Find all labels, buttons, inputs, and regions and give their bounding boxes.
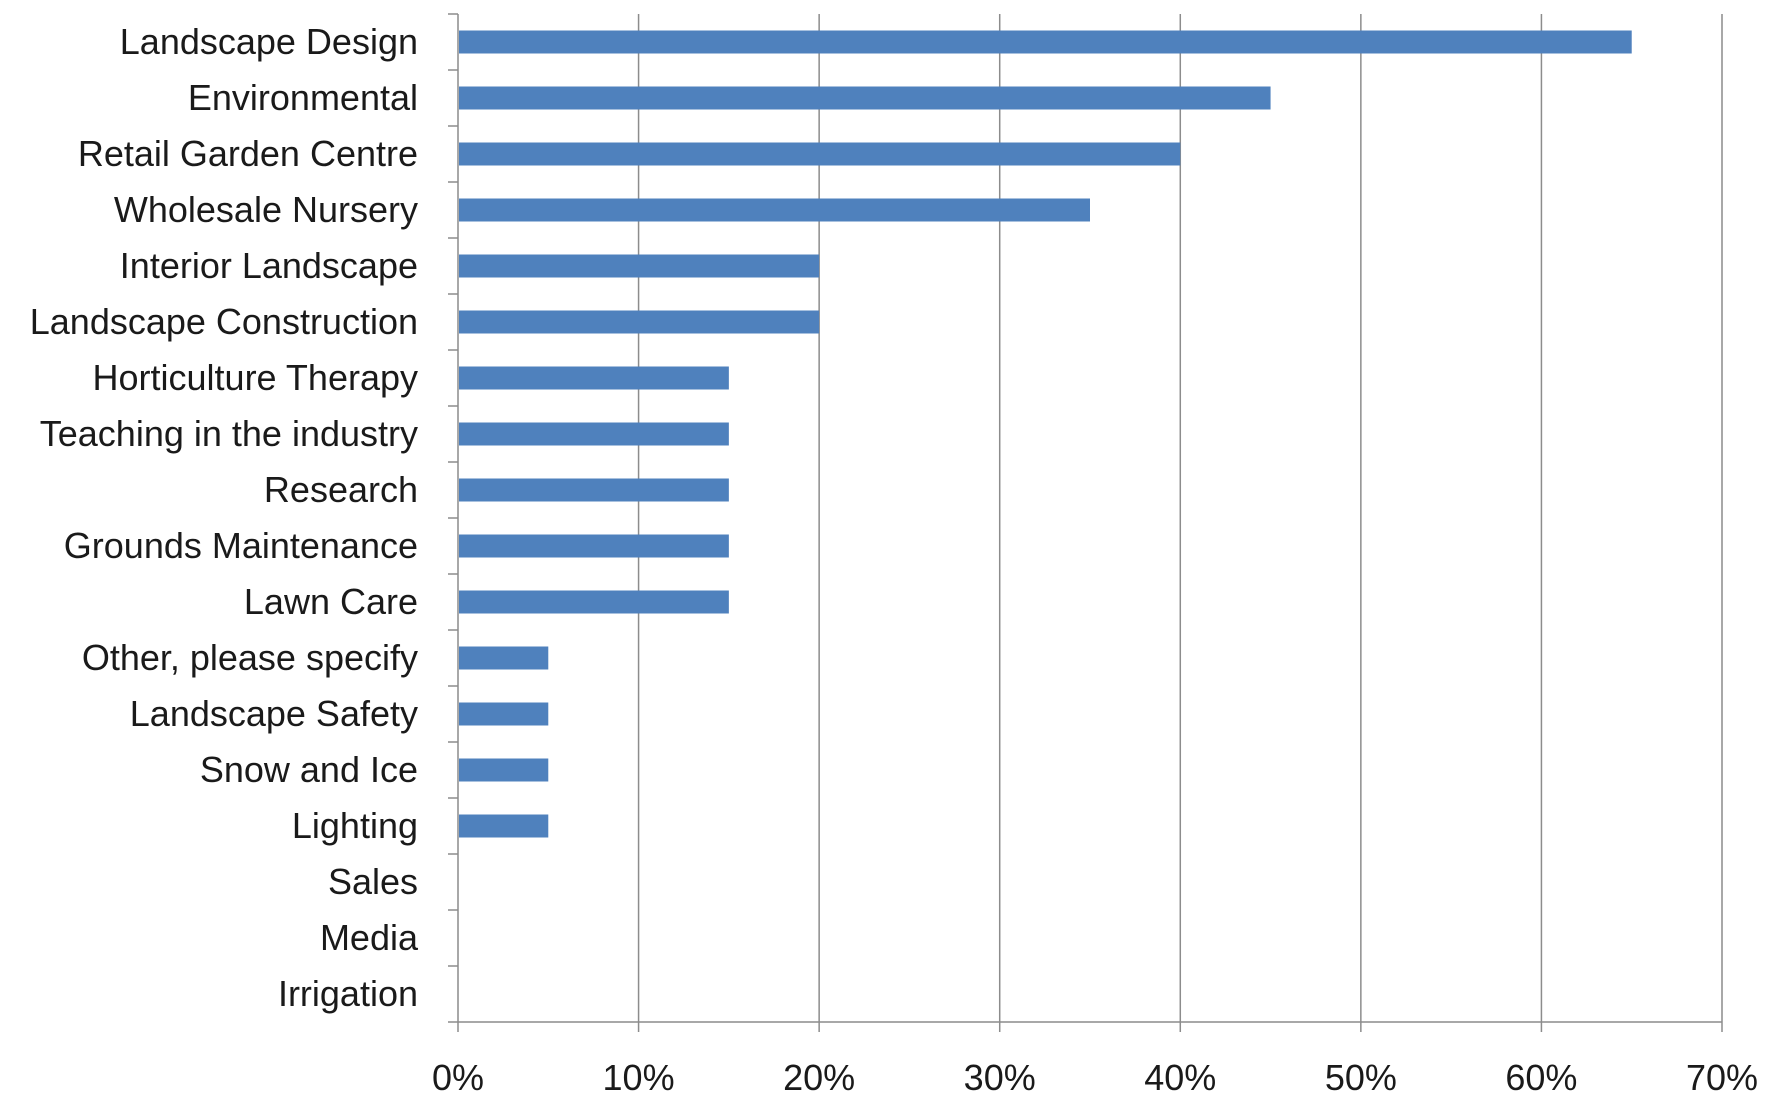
category-label: Irrigation: [278, 973, 418, 1014]
bar: [459, 310, 820, 334]
bar: [459, 422, 729, 446]
category-label: Retail Garden Centre: [78, 133, 418, 174]
bar: [459, 254, 820, 278]
category-label: Interior Landscape: [120, 245, 418, 286]
bar: [459, 366, 729, 390]
category-label: Environmental: [188, 77, 418, 118]
category-labels: Landscape Design Environmental Retail Gard…: [30, 21, 419, 1014]
category-label: Wholesale Nursery: [114, 189, 418, 230]
bar: [459, 590, 729, 614]
bars: [459, 30, 1632, 838]
bar: [459, 142, 1181, 166]
category-label: Other, please specify: [82, 637, 418, 678]
bar: [459, 478, 729, 502]
bar: [459, 198, 1090, 222]
x-tick-label: 60%: [1505, 1057, 1577, 1098]
bar: [459, 30, 1632, 54]
x-tick-labels: 0% 10% 20% 30% 40% 50% 60% 70%: [432, 1057, 1758, 1098]
x-tick-label: 50%: [1325, 1057, 1397, 1098]
bar: [459, 86, 1271, 110]
category-label: Landscape Construction: [30, 301, 418, 342]
axes: [448, 13, 1723, 1032]
bar: [459, 814, 549, 838]
category-label: Landscape Design: [120, 21, 418, 62]
x-tick-label: 10%: [603, 1057, 675, 1098]
category-label: Media: [320, 917, 419, 958]
category-label: Landscape Safety: [130, 693, 418, 734]
category-label: Teaching in the industry: [40, 413, 418, 454]
x-tick-label: 40%: [1144, 1057, 1216, 1098]
x-tick-label: 30%: [964, 1057, 1036, 1098]
x-tick-label: 20%: [783, 1057, 855, 1098]
category-label: Lawn Care: [244, 581, 418, 622]
category-label: Lighting: [292, 805, 418, 846]
category-label: Horticulture Therapy: [93, 357, 418, 398]
x-tick-label: 70%: [1686, 1057, 1758, 1098]
bar: [459, 534, 729, 558]
x-tick-label: 0%: [432, 1057, 484, 1098]
category-label: Grounds Maintenance: [64, 525, 418, 566]
category-label: Sales: [328, 861, 418, 902]
gridlines: [637, 14, 1723, 1022]
category-label: Research: [264, 469, 418, 510]
bar: [459, 702, 549, 726]
category-label: Snow and Ice: [200, 749, 418, 790]
bar: [459, 646, 549, 670]
bar: [459, 758, 549, 782]
